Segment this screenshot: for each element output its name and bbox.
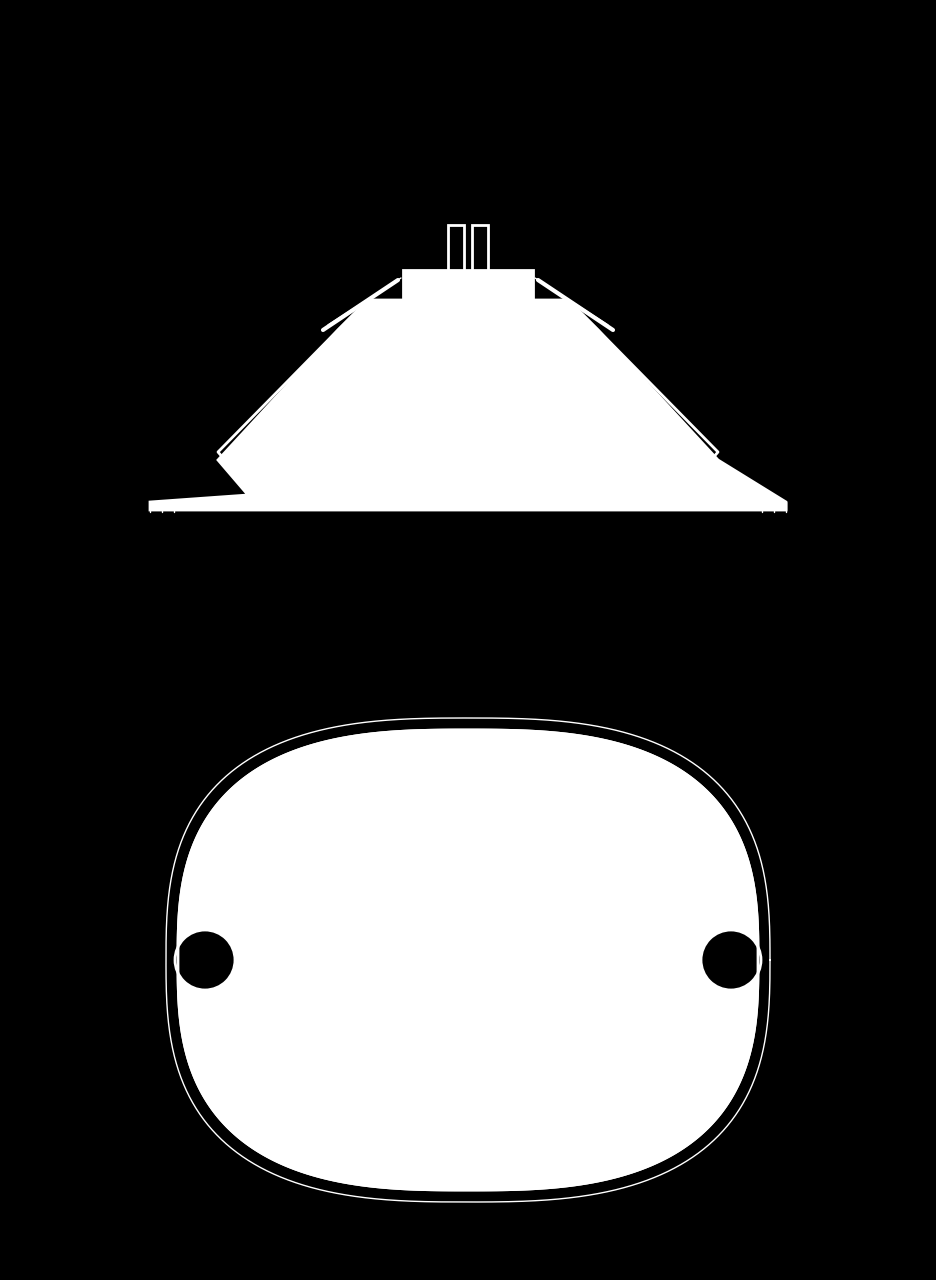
Polygon shape xyxy=(178,730,758,1190)
Polygon shape xyxy=(472,225,488,270)
Polygon shape xyxy=(150,300,786,509)
Circle shape xyxy=(175,931,235,989)
Circle shape xyxy=(701,931,761,989)
Circle shape xyxy=(459,951,477,969)
Polygon shape xyxy=(403,270,533,360)
Polygon shape xyxy=(448,225,464,270)
